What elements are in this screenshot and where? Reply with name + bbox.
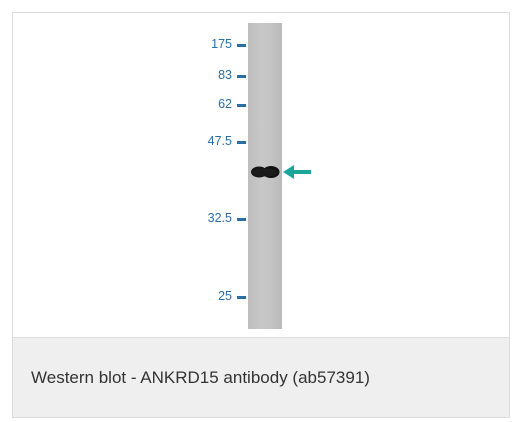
marker-label: 47.5 xyxy=(207,134,232,148)
marker-label: 62 xyxy=(218,97,232,111)
marker-label: 175 xyxy=(211,37,232,51)
protein-band xyxy=(251,166,280,178)
marker-tick xyxy=(237,44,246,47)
figure-caption: Western blot - ANKRD15 antibody (ab57391… xyxy=(31,368,370,387)
marker-label: 83 xyxy=(218,68,232,82)
marker-tick xyxy=(237,75,246,78)
marker-label: 25 xyxy=(218,289,232,303)
marker-label: 32.5 xyxy=(207,211,232,225)
marker-tick xyxy=(237,218,246,221)
band-arrow-icon xyxy=(283,165,311,179)
marker-tick xyxy=(237,141,246,144)
marker-tick xyxy=(237,296,246,299)
western-blot-image: 175 83 62 47.5 32.5 25 xyxy=(13,13,509,337)
figure-card: 175 83 62 47.5 32.5 25 Western blot - AN… xyxy=(12,12,510,418)
caption-bar: Western blot - ANKRD15 antibody (ab57391… xyxy=(13,337,509,417)
marker-tick xyxy=(237,104,246,107)
